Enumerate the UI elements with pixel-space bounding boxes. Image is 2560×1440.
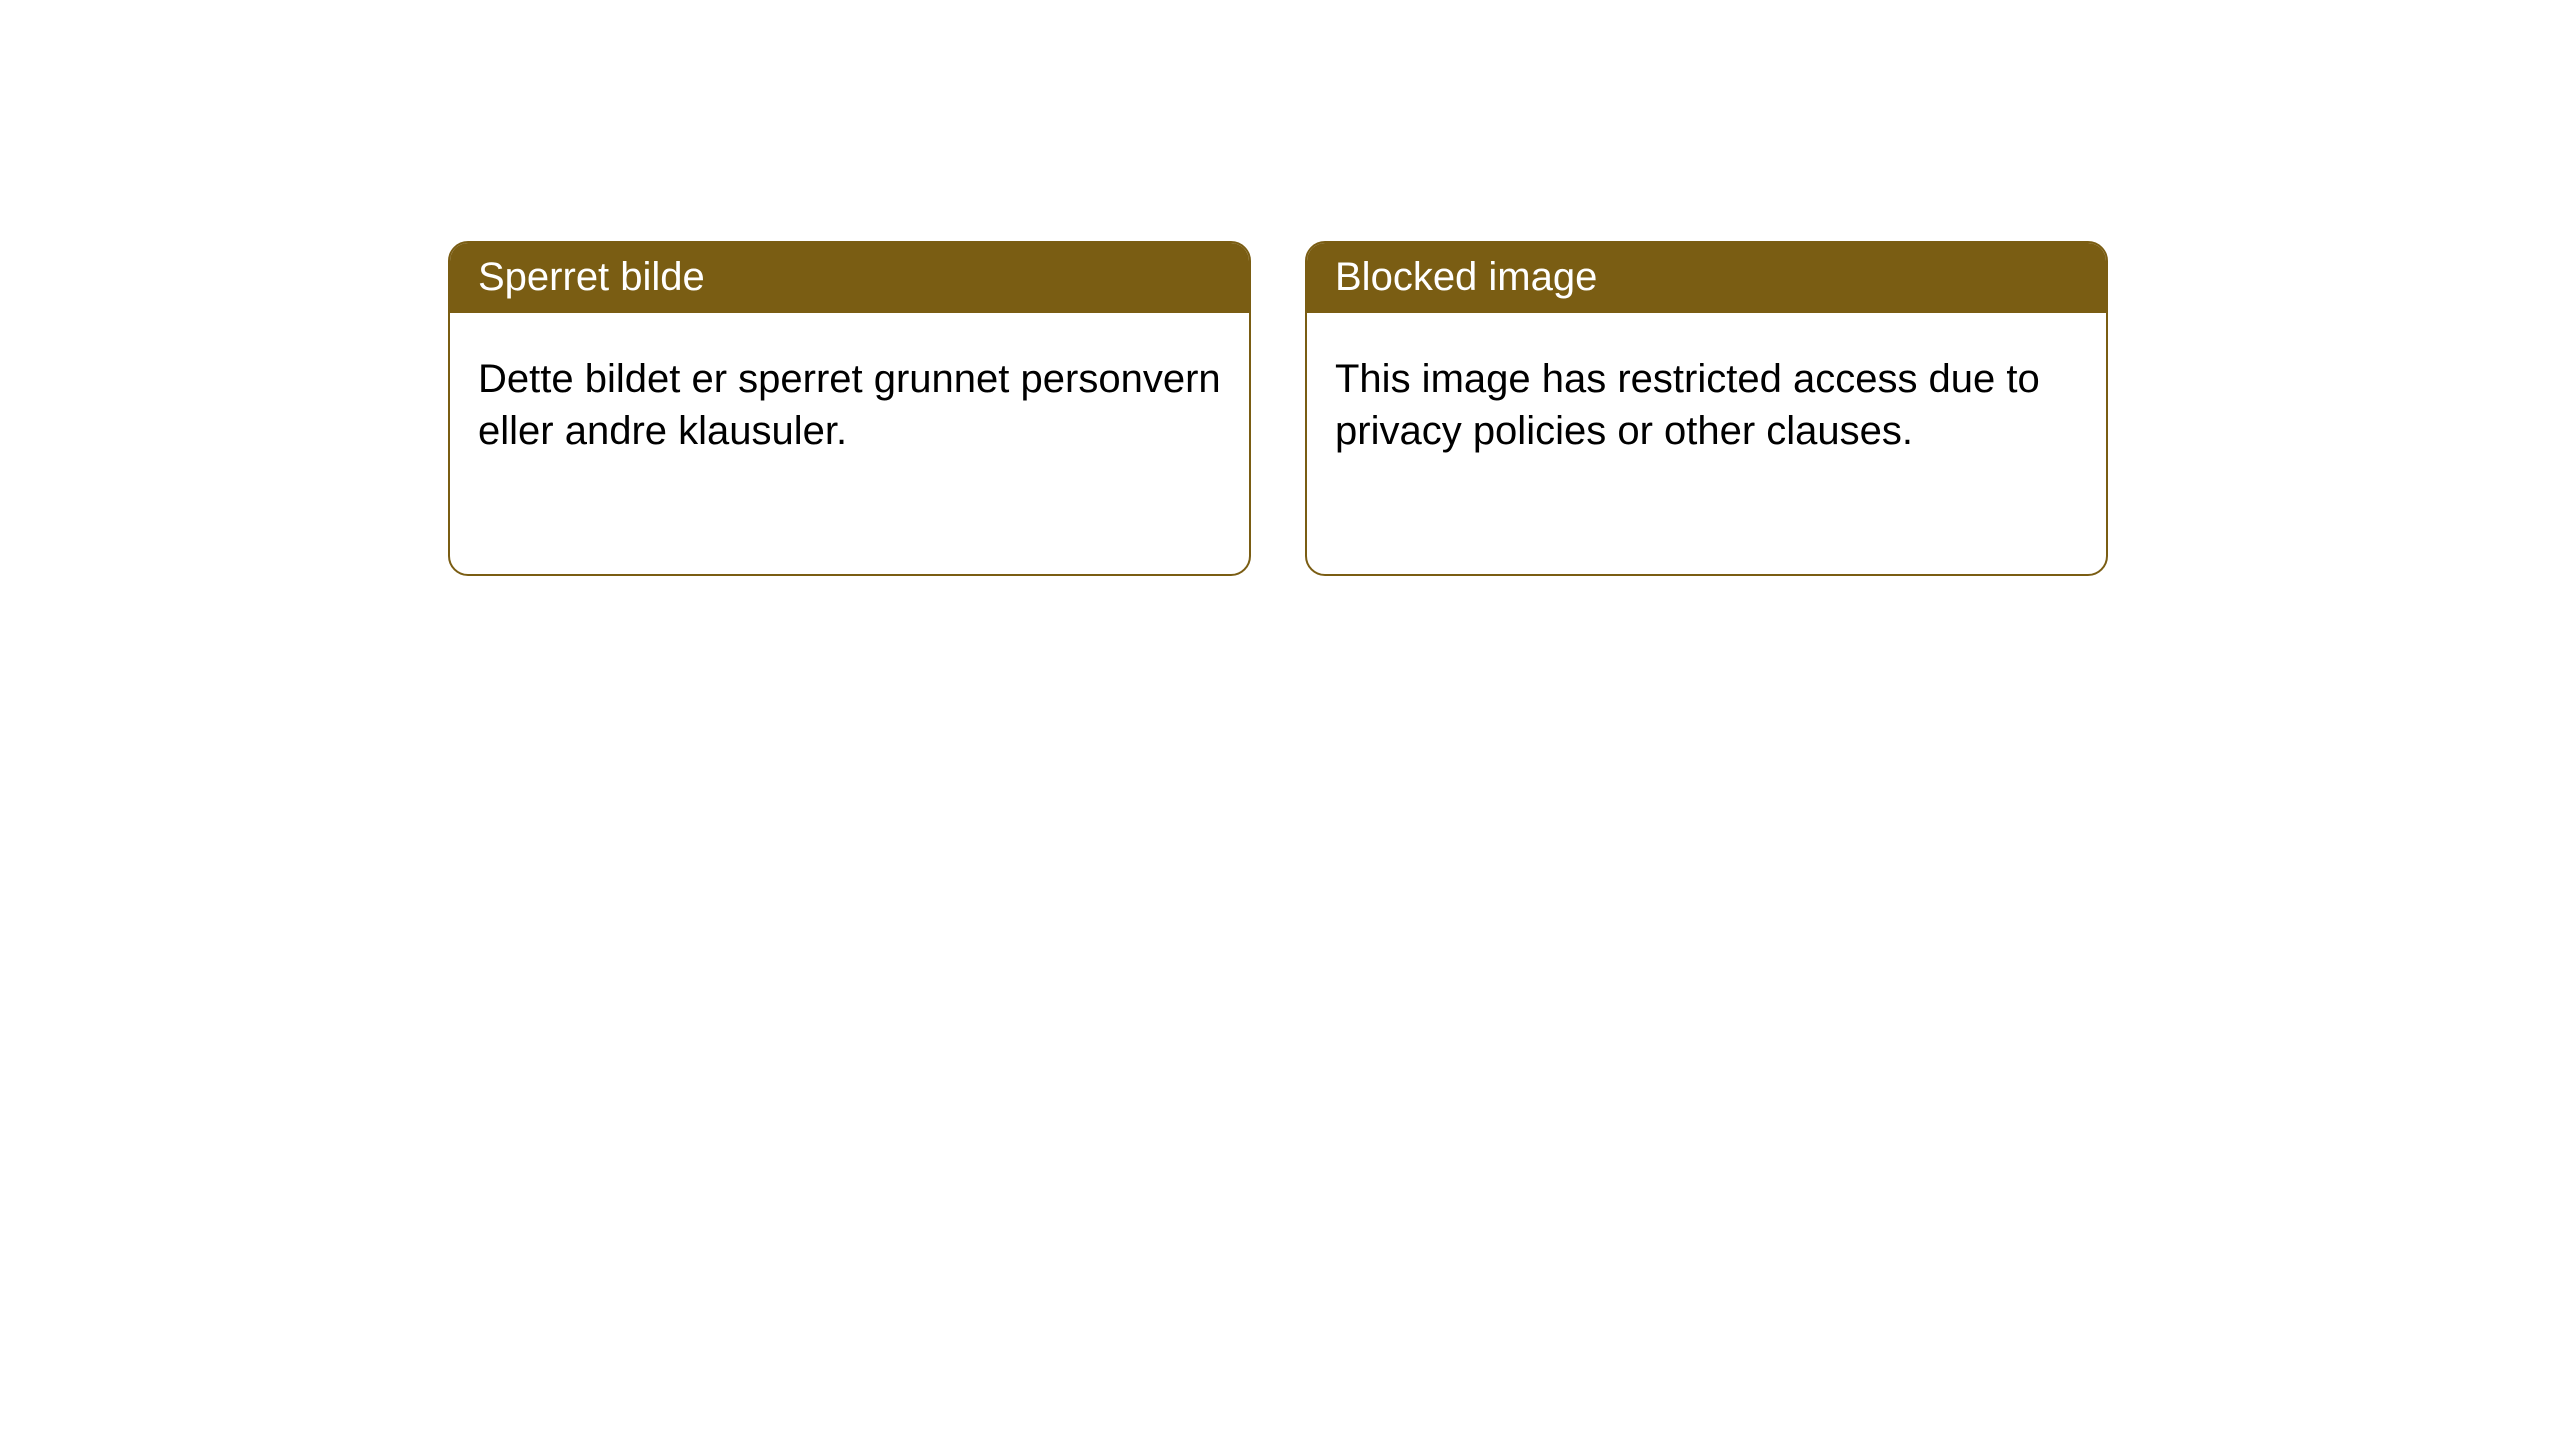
- notice-card-norwegian: Sperret bilde Dette bildet er sperret gr…: [448, 241, 1251, 576]
- notice-title-norwegian: Sperret bilde: [450, 243, 1249, 313]
- notice-title-english: Blocked image: [1307, 243, 2106, 313]
- notice-body-english: This image has restricted access due to …: [1307, 313, 2106, 497]
- notice-container: Sperret bilde Dette bildet er sperret gr…: [448, 241, 2108, 576]
- notice-card-english: Blocked image This image has restricted …: [1305, 241, 2108, 576]
- notice-body-norwegian: Dette bildet er sperret grunnet personve…: [450, 313, 1249, 497]
